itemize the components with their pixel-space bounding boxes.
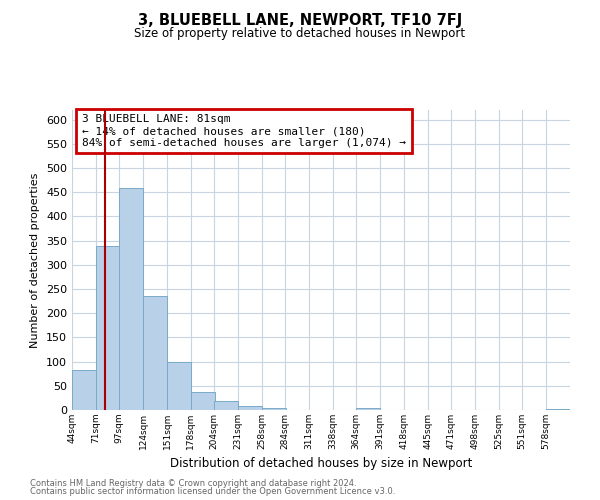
Bar [143,296,167,410]
Bar [356,408,380,410]
Text: 3, BLUEBELL LANE, NEWPORT, TF10 7FJ: 3, BLUEBELL LANE, NEWPORT, TF10 7FJ [138,12,462,28]
Bar [214,401,238,410]
X-axis label: Distribution of detached houses by size in Newport: Distribution of detached houses by size … [170,458,472,470]
Bar [191,392,215,410]
Text: Size of property relative to detached houses in Newport: Size of property relative to detached ho… [134,28,466,40]
Bar [119,188,143,410]
Bar [238,406,262,410]
Y-axis label: Number of detached properties: Number of detached properties [31,172,40,348]
Bar [72,370,96,410]
Text: Contains HM Land Registry data © Crown copyright and database right 2024.: Contains HM Land Registry data © Crown c… [30,478,356,488]
Bar [96,246,120,410]
Bar [167,362,191,410]
Text: 3 BLUEBELL LANE: 81sqm
← 14% of detached houses are smaller (180)
84% of semi-de: 3 BLUEBELL LANE: 81sqm ← 14% of detached… [82,114,406,148]
Text: Contains public sector information licensed under the Open Government Licence v3: Contains public sector information licen… [30,487,395,496]
Bar [546,408,570,410]
Bar [262,408,286,410]
